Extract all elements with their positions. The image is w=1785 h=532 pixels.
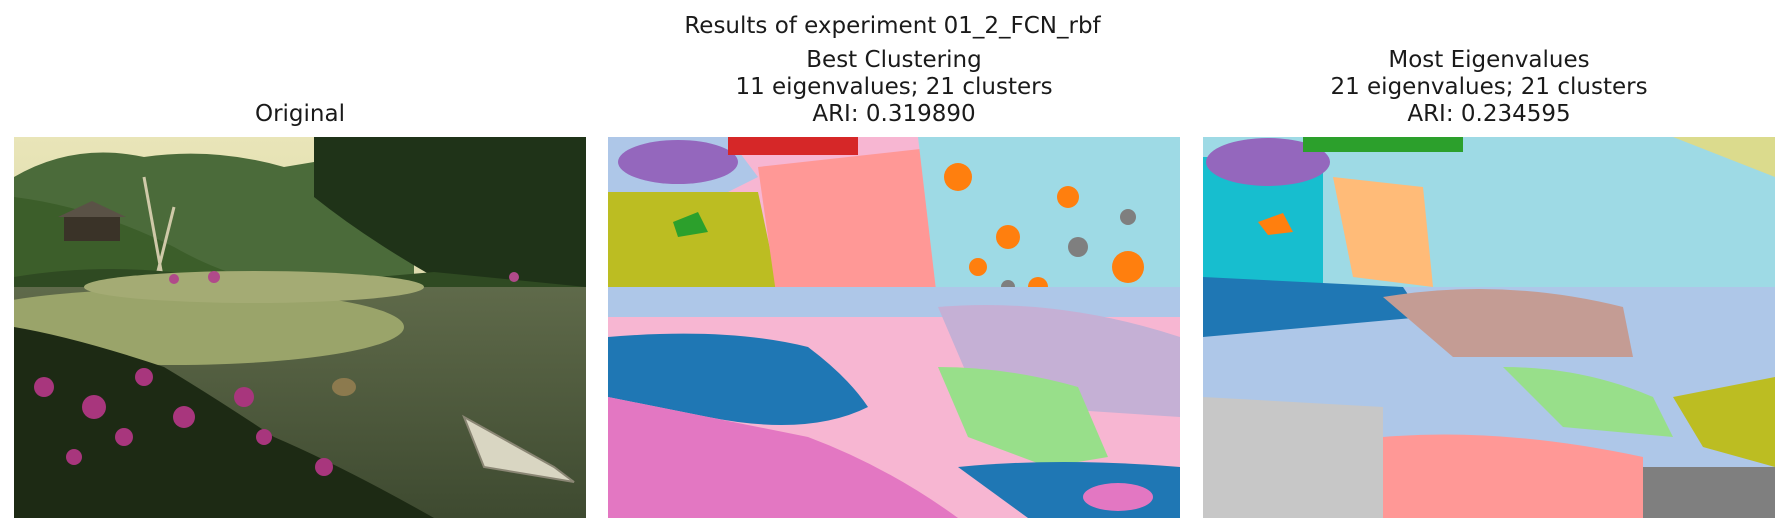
most-eigenvalues-title-line: Most Eigenvalues — [1388, 47, 1590, 73]
most-eigenvalues-image — [1203, 137, 1775, 518]
original-panel-title: Original — [14, 101, 586, 128]
most-eigenvalues-panel-title: Most Eigenvalues 21 eigenvalues; 21 clus… — [1203, 47, 1775, 128]
figure-suptitle: Results of experiment 01_2_FCN_rbf — [684, 13, 1101, 39]
best-clustering-panel-title: Best Clustering 11 eigenvalues; 21 clust… — [608, 47, 1180, 128]
most-eigenvalues-ari-line: ARI: 0.234595 — [1407, 101, 1571, 127]
best-clustering-image — [608, 137, 1180, 518]
most-eigenvalues-eigen-line: 21 eigenvalues; 21 clusters — [1330, 74, 1648, 100]
original-image — [14, 137, 586, 518]
original-title-line: Original — [254, 101, 345, 127]
best-clustering-ari-line: ARI: 0.319890 — [812, 101, 976, 127]
best-clustering-eigen-line: 11 eigenvalues; 21 clusters — [735, 74, 1053, 100]
best-clustering-title-line: Best Clustering — [806, 47, 982, 73]
